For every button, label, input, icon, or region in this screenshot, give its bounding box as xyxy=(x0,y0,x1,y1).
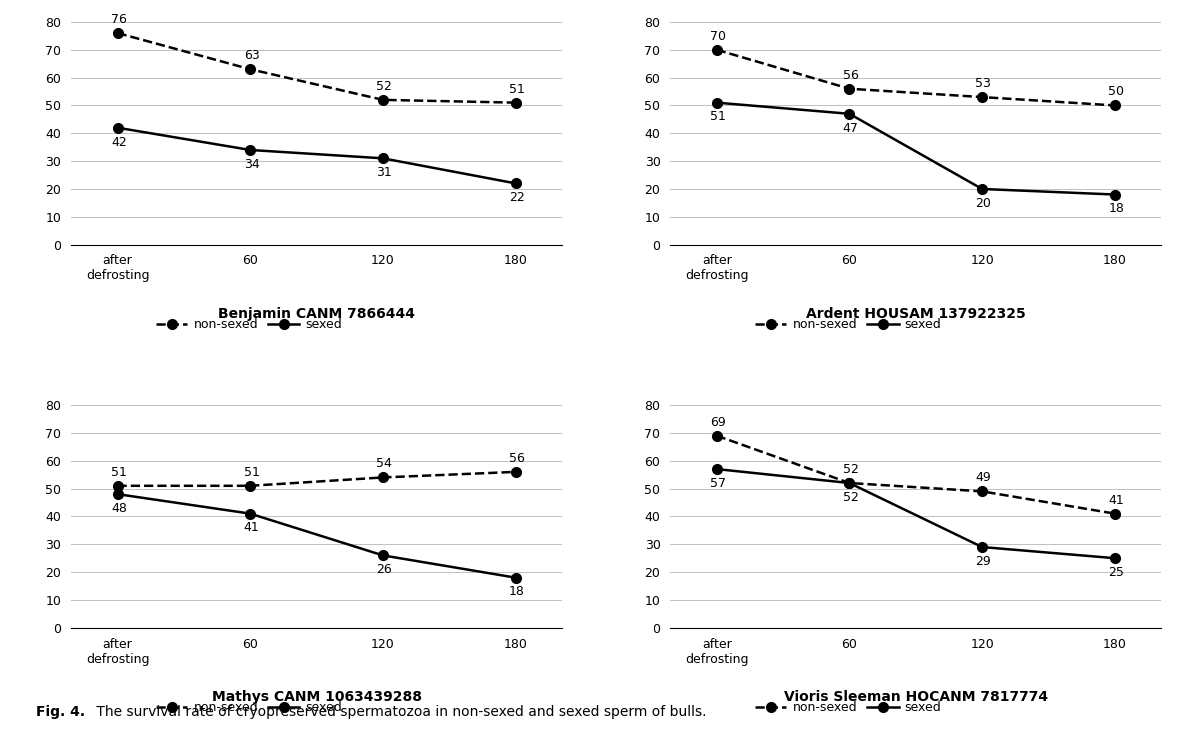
Text: 63: 63 xyxy=(244,49,260,62)
Text: 50: 50 xyxy=(1108,85,1125,99)
Text: 69: 69 xyxy=(710,415,725,429)
Text: 51: 51 xyxy=(244,466,260,479)
Legend: non-sexed, sexed: non-sexed, sexed xyxy=(150,696,347,720)
Text: 54: 54 xyxy=(377,458,392,470)
Text: 57: 57 xyxy=(710,477,726,490)
Legend: non-sexed, sexed: non-sexed, sexed xyxy=(750,313,947,337)
Text: 51: 51 xyxy=(111,466,127,479)
Text: 52: 52 xyxy=(843,491,859,504)
Text: Ardent HOUSAM 137922325: Ardent HOUSAM 137922325 xyxy=(806,307,1026,320)
Text: 48: 48 xyxy=(111,502,127,515)
Text: 34: 34 xyxy=(244,158,260,171)
Text: 41: 41 xyxy=(244,521,260,534)
Text: Vioris Sleeman HOCANM 7817774: Vioris Sleeman HOCANM 7817774 xyxy=(783,690,1048,704)
Text: 42: 42 xyxy=(111,136,127,148)
Text: Mathys CANM 1063439288: Mathys CANM 1063439288 xyxy=(212,690,422,704)
Text: 47: 47 xyxy=(843,122,859,134)
Text: 56: 56 xyxy=(510,452,525,465)
Text: The survival rate of cryopreserved spermatozoa in non-sexed and sexed sperm of b: The survival rate of cryopreserved sperm… xyxy=(92,705,707,719)
Text: 29: 29 xyxy=(975,555,991,568)
Text: 56: 56 xyxy=(843,69,859,82)
Text: 18: 18 xyxy=(1108,202,1125,215)
Text: 18: 18 xyxy=(510,585,525,599)
Text: Benjamin CANM 7866444: Benjamin CANM 7866444 xyxy=(218,307,415,320)
Text: 53: 53 xyxy=(975,77,992,90)
Text: 76: 76 xyxy=(111,13,127,26)
Text: 51: 51 xyxy=(510,82,525,96)
Legend: non-sexed, sexed: non-sexed, sexed xyxy=(750,696,947,720)
Text: 52: 52 xyxy=(843,463,859,476)
Text: 51: 51 xyxy=(710,110,726,123)
Text: 49: 49 xyxy=(975,472,991,485)
Legend: non-sexed, sexed: non-sexed, sexed xyxy=(150,313,347,337)
Text: 25: 25 xyxy=(1108,566,1125,579)
Text: Fig. 4.: Fig. 4. xyxy=(36,705,84,719)
Text: 31: 31 xyxy=(377,166,392,179)
Text: 22: 22 xyxy=(510,191,525,204)
Text: 41: 41 xyxy=(1108,493,1123,507)
Text: 26: 26 xyxy=(377,564,392,576)
Text: 52: 52 xyxy=(377,80,392,93)
Text: 20: 20 xyxy=(975,197,992,210)
Text: 70: 70 xyxy=(710,30,726,43)
